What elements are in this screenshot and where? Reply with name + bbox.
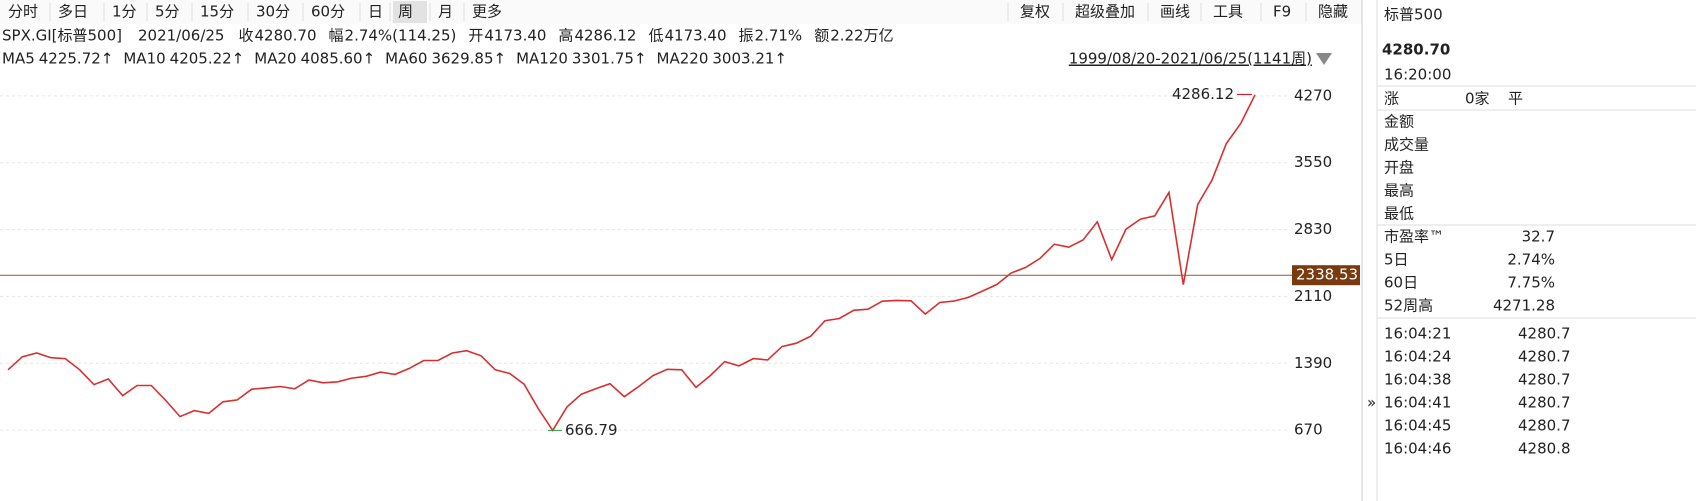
field-value: 4286.12: [574, 27, 636, 45]
trade-price: 4280.7: [1518, 348, 1571, 366]
y-tick-label: 2110: [1294, 287, 1332, 305]
period-tab[interactable]: 5分: [155, 3, 180, 21]
trade-time: 16:04:45: [1384, 417, 1451, 435]
trade-time: 16:04:24: [1384, 348, 1451, 366]
ma-value: 3003.21↑: [712, 50, 787, 68]
period-tab[interactable]: 15分: [200, 3, 234, 21]
ma-value: 3301.75↑: [572, 50, 647, 68]
trade-price: 4280.7: [1518, 417, 1571, 435]
stat-label: 60日: [1384, 274, 1418, 292]
field-label: 振: [739, 27, 754, 45]
stat-label: 金额: [1384, 113, 1414, 131]
period-tab[interactable]: 日: [368, 3, 383, 21]
y-tick-label: 3550: [1294, 153, 1332, 171]
field-label: 幅: [329, 27, 344, 45]
period-tab[interactable]: 1分: [112, 3, 137, 21]
symbol: SPX.GI[标普500]: [2, 27, 122, 45]
field-label: 额: [814, 27, 829, 45]
range[interactable]: 1999/08/20-2021/06/25(1141周): [1069, 50, 1312, 68]
stat-label: 最高: [1384, 182, 1414, 200]
stat-label: 52周高: [1384, 297, 1433, 315]
field-label: 低: [648, 27, 663, 45]
field-label: 高: [558, 27, 573, 45]
rise-item: 0家: [1465, 90, 1490, 108]
period-tab[interactable]: 60分: [311, 3, 345, 21]
field-value: 4280.70: [254, 27, 316, 45]
stat-value: 32.7: [1522, 228, 1555, 246]
trade-time: 16:04:38: [1384, 371, 1451, 389]
rise-item: 平: [1508, 90, 1523, 108]
ref-label: 2338.53: [1296, 266, 1358, 284]
ma-name: MA20: [254, 50, 296, 68]
field-label: 开: [468, 27, 483, 45]
stat-label: 开盘: [1384, 159, 1414, 177]
trade-price: 4280.8: [1518, 440, 1571, 458]
field-value: 2.22万亿: [830, 27, 893, 45]
y-tick-label: 4270: [1294, 86, 1332, 104]
stat-label: 5日: [1384, 251, 1409, 269]
ma-name: MA10: [123, 50, 165, 68]
ma-name: MA220: [657, 50, 709, 68]
panel-time: 16:20:00: [1384, 66, 1451, 84]
tool-button[interactable]: F9: [1273, 3, 1291, 21]
low-label: 666.79: [565, 421, 618, 439]
field-value: 4173.40: [484, 27, 546, 45]
trade-price: 4280.7: [1518, 371, 1571, 389]
period-tab[interactable]: 更多: [472, 3, 502, 21]
rise-item: 涨: [1384, 90, 1399, 108]
tool-button[interactable]: 工具: [1213, 3, 1243, 21]
y-tick-label: 670: [1294, 421, 1323, 439]
panel-title: 标普500: [1384, 6, 1443, 24]
trade-time: 16:04:46: [1384, 440, 1451, 458]
period-tab[interactable]: 多日: [58, 3, 88, 21]
toolbar-bg: [0, 0, 1362, 24]
tool-button[interactable]: 复权: [1020, 3, 1050, 21]
period-tab[interactable]: 周: [398, 3, 413, 21]
range-arrow: [1316, 53, 1332, 65]
ma-name: MA60: [385, 50, 427, 68]
panel-price: 4280.70: [1382, 41, 1450, 59]
price-line: [7, 94, 1256, 432]
period-tab[interactable]: 30分: [256, 3, 290, 21]
trade-time: 16:04:21: [1384, 325, 1451, 343]
ma-value: 4205.22↑: [170, 50, 245, 68]
tool-button[interactable]: 画线: [1160, 3, 1190, 21]
tool-button[interactable]: 隐藏: [1318, 3, 1348, 21]
tool-button[interactable]: 超级叠加: [1075, 3, 1135, 21]
field-value: 4173.40: [664, 27, 726, 45]
period-tab[interactable]: 月: [438, 3, 453, 21]
ma-value: 4225.72↑: [39, 50, 114, 68]
y-tick-label: 2830: [1294, 220, 1332, 238]
ma-name: MA120: [516, 50, 568, 68]
high-label: 4286.12: [1172, 85, 1234, 103]
ref-label-bg: [1292, 265, 1360, 286]
stat-label: 市盈率™: [1384, 228, 1444, 246]
stat-value: 2.74%: [1507, 251, 1555, 269]
trade-price: 4280.7: [1518, 325, 1571, 343]
ma-value: 4085.60↑: [301, 50, 376, 68]
date: 2021/06/25: [138, 27, 224, 45]
field-value: 2.71%: [755, 27, 803, 45]
ma-value: 3629.85↑: [431, 50, 506, 68]
stat-label: 成交量: [1384, 136, 1429, 154]
trade-time: 16:04:41: [1384, 394, 1451, 412]
field-value: 2.74%(114.25): [345, 27, 457, 45]
stat-value: 4271.28: [1493, 297, 1555, 315]
trade-price: 4280.7: [1518, 394, 1571, 412]
stat-value: 7.75%: [1507, 274, 1555, 292]
y-tick-label: 1390: [1294, 354, 1332, 372]
period-tab[interactable]: 分时: [8, 3, 38, 21]
active-tab: [393, 1, 427, 23]
stat-label: 最低: [1384, 205, 1414, 223]
field-label: 收: [238, 27, 253, 45]
collapse[interactable]: »: [1367, 394, 1376, 412]
ma-name: MA5: [2, 50, 35, 68]
